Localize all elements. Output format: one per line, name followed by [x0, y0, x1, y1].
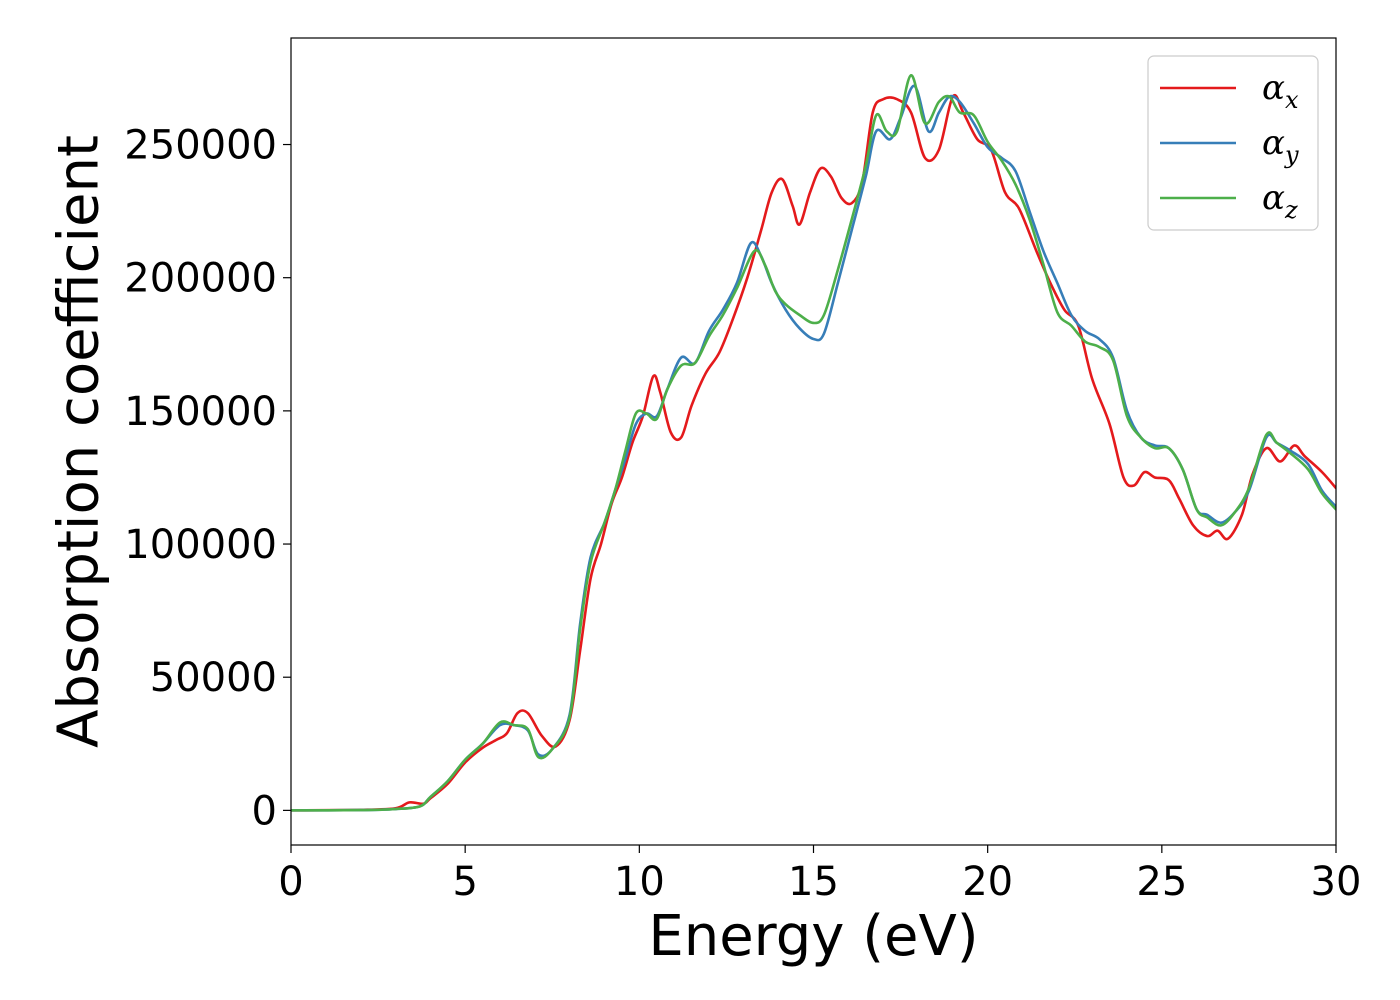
series-line-x — [291, 93, 1336, 812]
series-line-z — [291, 73, 1336, 812]
y-tick-label: 0 — [252, 788, 277, 834]
x-tick-label: 5 — [452, 859, 477, 905]
y-tick-label: 150000 — [124, 389, 277, 435]
x-tick-label: 30 — [1311, 859, 1362, 905]
legend-subscript: x — [1285, 86, 1299, 114]
y-tick-label: 50000 — [150, 655, 277, 701]
x-tick-label: 20 — [962, 859, 1013, 905]
y-tick-label: 200000 — [124, 256, 277, 302]
x-axis-label: Energy (eV) — [648, 904, 978, 969]
legend-subscript: z — [1284, 196, 1298, 224]
y-axis: 0 50000 100000 150000 200000 250000 — [124, 123, 291, 834]
x-tick-label: 15 — [788, 859, 839, 905]
x-tick-label: 10 — [614, 859, 665, 905]
y-tick-label: 250000 — [124, 123, 277, 169]
legend-subscript: y — [1284, 141, 1299, 169]
x-tick-label: 0 — [278, 859, 303, 905]
y-axis-label: Absorption coefficient — [47, 135, 112, 748]
y-tick-label: 100000 — [124, 522, 277, 568]
series-layer — [291, 73, 1336, 812]
x-axis: 0 5 10 15 20 25 30 — [278, 845, 1361, 905]
x-tick-label: 25 — [1136, 859, 1187, 905]
